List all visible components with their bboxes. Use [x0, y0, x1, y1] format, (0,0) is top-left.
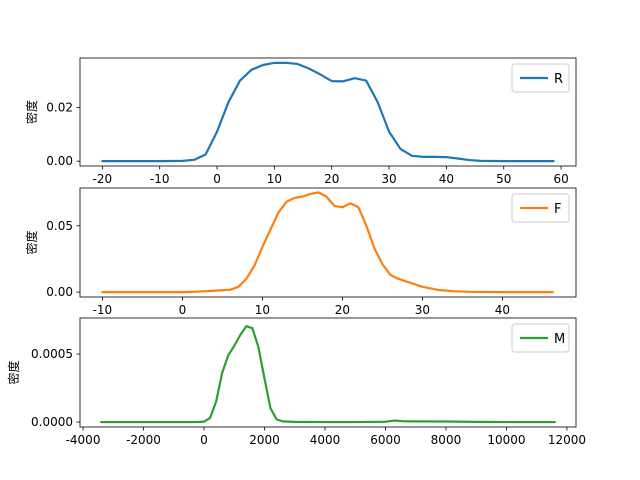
x-tick-label: -10: [93, 303, 113, 317]
subplot-3: -4000 -2000 0 2000 4000 6000 8000 10000 12000 0.0…: [6, 317, 586, 447]
x-tick-label: -2000: [126, 433, 161, 447]
x-tick-label: 8000: [431, 433, 462, 447]
x-tick-label: 40: [439, 172, 454, 186]
subplot-2: -10 0 10 20 30 40 0.00 0.05 密度 F: [24, 187, 577, 317]
y-tick-label: 0.02: [46, 100, 73, 114]
series-line-f: [101, 191, 554, 294]
x-tick-label: 20: [335, 303, 350, 317]
x-tick-label: 50: [496, 172, 511, 186]
legend: M: [511, 323, 570, 353]
axes-frame: [79, 187, 577, 298]
axes-frame: [79, 317, 577, 428]
y-tick-label: 0.0005: [31, 347, 73, 361]
axes-frame: [79, 57, 577, 167]
x-tick-label: 10: [267, 172, 282, 186]
x-tick-label: -10: [150, 172, 170, 186]
x-tick-label: -4000: [66, 433, 101, 447]
legend: F: [511, 193, 570, 223]
x-tick-label: 2000: [249, 433, 280, 447]
legend-label: M: [554, 332, 565, 347]
y-axis-label: 密度: [24, 230, 39, 254]
legend: R: [511, 63, 570, 93]
y-axis-label: 密度: [24, 100, 39, 124]
x-tick-label: 30: [415, 303, 430, 317]
x-tick-label: 60: [553, 172, 568, 186]
subplot-1: -20 -10 0 10 20 30 40 50 60 0.00 0.02 密度 R: [24, 57, 577, 186]
y-tick-label: 0.00: [46, 285, 73, 299]
legend-label: F: [554, 202, 561, 217]
x-tick-label: 12000: [548, 433, 586, 447]
x-tick-label: 40: [495, 303, 510, 317]
x-tick-label: 0: [213, 172, 221, 186]
x-tick-label: 30: [381, 172, 396, 186]
series-line-m: [100, 325, 556, 424]
x-tick-label: 0: [179, 303, 187, 317]
series-line-r: [101, 61, 555, 163]
x-tick-label: 20: [324, 172, 339, 186]
legend-label: R: [554, 72, 563, 87]
y-tick-label: 0.0000: [31, 415, 73, 429]
x-tick-label: 10000: [487, 433, 525, 447]
y-axis-label: 密度: [6, 360, 21, 384]
y-tick-label: 0.05: [46, 219, 73, 233]
y-tick-label: 0.00: [46, 154, 73, 168]
x-tick-label: 6000: [370, 433, 401, 447]
x-tick-label: 0: [200, 433, 208, 447]
x-tick-label: 4000: [310, 433, 341, 447]
x-tick-label: -20: [93, 172, 113, 186]
x-tick-label: 10: [255, 303, 270, 317]
